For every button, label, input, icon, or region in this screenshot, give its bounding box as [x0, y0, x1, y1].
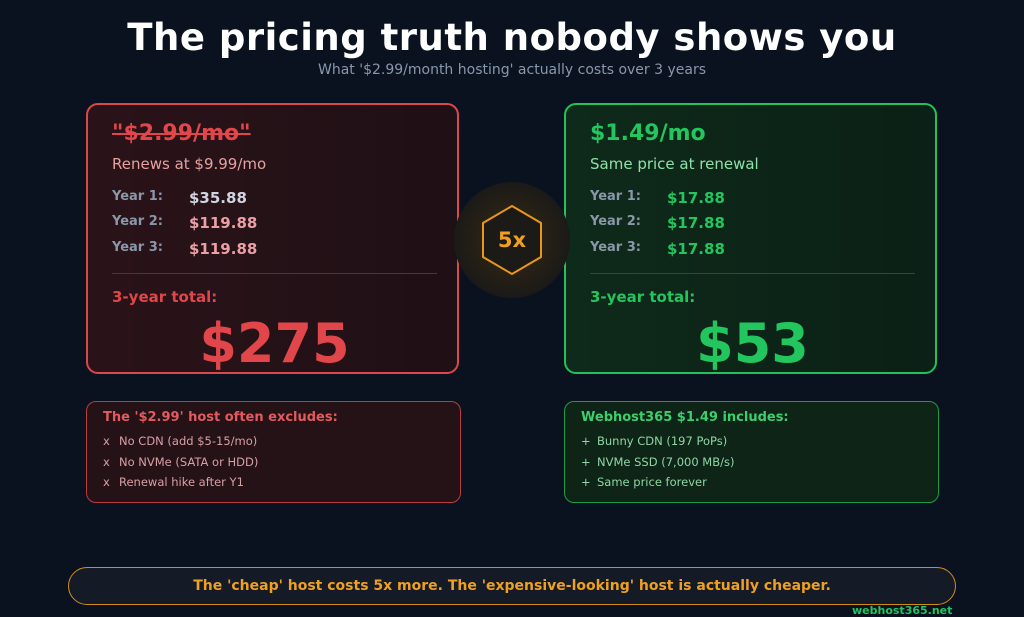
list-item: + Bunny CDN (197 PoPs)	[581, 434, 727, 448]
item-text: NVMe SSD (7,000 MB/s)	[597, 455, 735, 469]
divider	[112, 273, 437, 274]
badge: 5x	[454, 182, 570, 298]
item-text: No CDN (add $5-15/mo)	[119, 434, 258, 448]
total: $53	[696, 312, 809, 375]
total-label: 3-year total:	[112, 288, 218, 306]
plan-card: "$2.99/mo" Renews at $9.99/mo Year 1: $3…	[86, 103, 459, 375]
year-value: $17.88	[667, 214, 725, 232]
year-label: Year 3:	[590, 240, 641, 255]
marker: x	[103, 455, 110, 469]
plan-card: $1.49/mo Same price at renewal Year 1: $…	[564, 103, 937, 375]
total: $275	[199, 312, 350, 375]
list-item: + Same price forever	[581, 475, 707, 489]
list-item: x No NVMe (SATA or HDD)	[103, 455, 258, 469]
marker: x	[103, 475, 110, 489]
list-item: x Renewal hike after Y1	[103, 475, 244, 489]
year-label: Year 1:	[590, 189, 641, 204]
year-label: Year 3:	[112, 240, 163, 255]
item-text: No NVMe (SATA or HDD)	[119, 455, 259, 469]
title: The pricing truth nobody shows you	[127, 16, 897, 59]
price: $1.49/mo	[590, 121, 706, 146]
list-box: Webhost365 $1.49 includes: + Bunny CDN (1…	[564, 401, 939, 503]
footer: webhost365.net	[852, 604, 953, 617]
year-value: $35.88	[189, 189, 247, 207]
year-value: $17.88	[667, 189, 725, 207]
list-item: x No CDN (add $5-15/mo)	[103, 434, 257, 448]
divider	[590, 273, 915, 274]
year-label: Year 2:	[112, 214, 163, 229]
note: Renews at $9.99/mo	[112, 155, 267, 173]
marker: x	[103, 434, 110, 448]
list-item: + NVMe SSD (7,000 MB/s)	[581, 455, 734, 469]
price: "$2.99/mo"	[112, 121, 251, 146]
marker: +	[581, 434, 591, 448]
note: Same price at renewal	[590, 155, 759, 173]
item-text: Bunny CDN (197 PoPs)	[597, 434, 728, 448]
year-value: $119.88	[189, 214, 258, 232]
year-label: Year 1:	[112, 189, 163, 204]
subtitle: What '$2.99/month hosting' actually cost…	[317, 62, 706, 78]
badge-text: 5x	[498, 228, 527, 252]
year-label: Year 2:	[590, 214, 641, 229]
total-label: 3-year total:	[590, 288, 696, 306]
banner: The 'cheap' host costs 5x more. The 'exp…	[68, 567, 956, 605]
badge-hexagon	[482, 204, 542, 276]
marker: +	[581, 475, 591, 489]
year-value: $119.88	[189, 240, 258, 258]
year-value: $17.88	[667, 240, 725, 258]
list-title: The '$2.99' host often excludes:	[103, 410, 338, 425]
item-text: Same price forever	[597, 475, 707, 489]
list-box: The '$2.99' host often excludes: x No CDN…	[86, 401, 461, 503]
marker: +	[581, 455, 591, 469]
item-text: Renewal hike after Y1	[119, 475, 244, 489]
list-title: Webhost365 $1.49 includes:	[581, 410, 789, 425]
